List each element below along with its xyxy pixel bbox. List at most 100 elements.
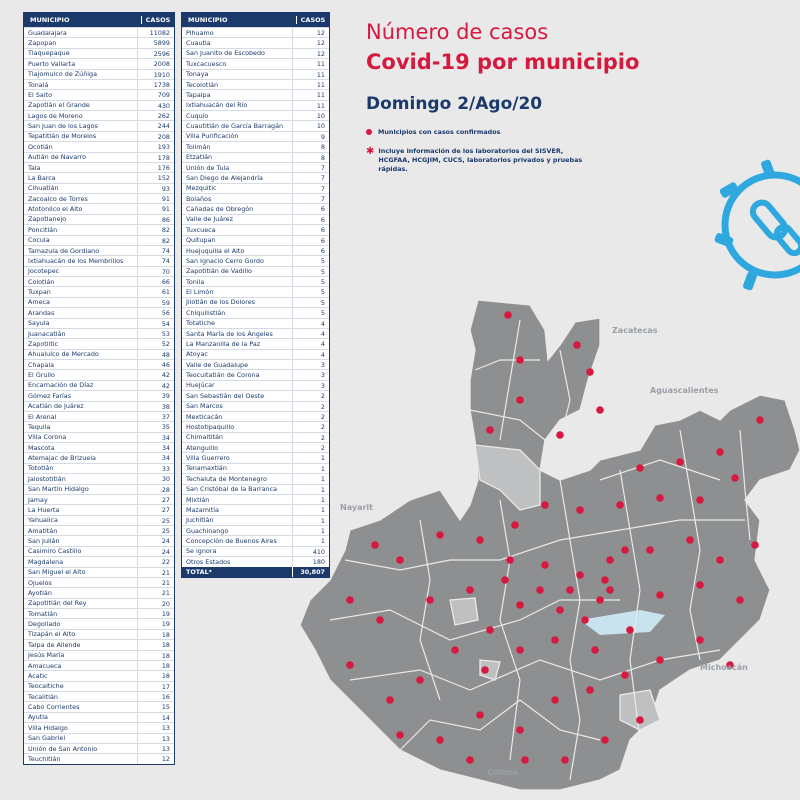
map-enclaves: [449, 444, 661, 731]
case-dot: [586, 686, 594, 694]
municipio-name: Teuchitlán: [28, 754, 61, 763]
table-row: Mazamitla 1: [182, 504, 329, 515]
municipio-name: San Marcos: [186, 402, 223, 411]
municipio-name: Ocotlán: [28, 142, 53, 151]
case-count: 5: [292, 287, 329, 297]
table-row: Huejúcar 3: [182, 379, 329, 391]
municipio-name: Mazamitla: [186, 505, 219, 514]
case-dot: [486, 626, 494, 634]
case-count: 70: [137, 266, 174, 276]
case-count: 3: [292, 360, 329, 370]
municipio-name: Jilotlán de los Dolores: [186, 298, 255, 307]
municipio-name: Villa Hidalgo: [28, 723, 68, 732]
case-count: 12: [292, 28, 329, 38]
case-count: 709: [137, 90, 174, 100]
table-row: Se ignora 410: [182, 545, 329, 557]
case-count: 19: [137, 609, 174, 619]
municipio-name: Ameca: [28, 298, 50, 307]
municipio-name: Arandas: [28, 308, 55, 317]
table-row: Gómez Farías 39: [24, 390, 174, 401]
case-dot: [466, 586, 474, 594]
case-dot: [656, 494, 664, 502]
case-count: 1: [292, 463, 329, 474]
case-count: 42: [137, 380, 174, 391]
table-row: San Sebastián del Oeste 2: [182, 390, 329, 401]
municipio-name: Zapotlán el Grande: [28, 101, 90, 110]
case-count: 30: [137, 474, 174, 484]
case-dot: [511, 521, 519, 529]
case-count: 5899: [137, 38, 174, 48]
table-row: Etzatlán 8: [182, 151, 329, 162]
case-count: 21: [137, 567, 174, 577]
case-dot: [506, 556, 514, 564]
municipio-name: Juchitlán: [186, 516, 214, 525]
table-row: Zapotiltic 52: [24, 338, 174, 349]
municipio-name: Unión de Tula: [186, 163, 230, 172]
municipio-name: Se ignora: [186, 547, 217, 556]
case-count: 5: [292, 256, 329, 266]
table-row: Guadalajara 11082: [24, 27, 174, 38]
case-count: 208: [137, 131, 174, 142]
municipio-name: San Miguel el Alto: [28, 568, 86, 577]
municipio-name: Tomatlán: [28, 609, 58, 618]
table-row: Valle de Guadalupe 3: [182, 359, 329, 370]
municipio-name: Zapotlanejo: [28, 215, 67, 224]
table-row: Cuautla 12: [182, 37, 329, 48]
table-row: Guachinango 1: [182, 525, 329, 536]
page-title: Número de casos: [366, 20, 549, 44]
municipio-name: Encarnación de Díaz: [28, 381, 94, 390]
municipio-name: Atoyac: [186, 350, 208, 359]
case-count: 39: [137, 391, 174, 401]
legend-dot-label: Municipios con casos confirmados: [378, 128, 501, 136]
table-row: Zapotlán el Grande 430: [24, 99, 174, 110]
case-count: 1: [292, 515, 329, 525]
municipio-name: Acatic: [28, 671, 48, 680]
case-count: 10: [292, 121, 329, 131]
municipio-name: Zacoalco de Torres: [28, 194, 88, 203]
case-dot: [656, 591, 664, 599]
municipio-name: Poncitlán: [28, 225, 58, 234]
municipio-name: Cuquío: [186, 111, 209, 120]
table-row: Pihuamo 12: [182, 27, 329, 38]
municipio-name: Tala: [28, 163, 41, 172]
municipio-name: Tequila: [28, 422, 51, 431]
table-row: Acatic 18: [24, 670, 174, 681]
table-row: Magdalena 22: [24, 556, 174, 567]
case-dot: [696, 496, 704, 504]
table-row: Talpa de Allende 18: [24, 639, 174, 650]
case-count: 13: [137, 723, 174, 733]
municipio-name: Chimaltitán: [186, 433, 223, 442]
case-dot: [566, 586, 574, 594]
case-dot: [576, 506, 584, 514]
table-header: MUNICIPIO CASOS: [182, 13, 329, 27]
municipio-name: Etzatlán: [186, 153, 213, 162]
case-count: 1: [292, 484, 329, 494]
table-row: Atenguillo 2: [182, 442, 329, 453]
table-row: Colotlán 66: [24, 276, 174, 287]
table-row: Bolaños 7: [182, 193, 329, 204]
case-count: 430: [137, 100, 174, 110]
case-count: 19: [137, 619, 174, 629]
municipio-name: Teocuitatlán de Corona: [186, 371, 260, 380]
municipio-name: Tlaquepaque: [28, 49, 70, 58]
case-count: 91: [137, 194, 174, 204]
case-count: 12: [137, 754, 174, 764]
municipio-name: Tapalpa: [186, 90, 211, 99]
municipio-name: Otros Estados: [186, 557, 231, 566]
case-dot: [551, 636, 559, 644]
case-count: 11: [292, 90, 329, 100]
case-dot: [521, 756, 529, 764]
table-row: La Huerta 27: [24, 504, 174, 515]
case-count: 5: [292, 308, 329, 318]
case-dot: [751, 541, 759, 549]
case-count: 24: [137, 536, 174, 546]
case-count: 20: [137, 598, 174, 608]
municipio-name: Ahualulco de Mercado: [28, 350, 99, 359]
case-count: 4: [292, 318, 329, 328]
municipio-name: Jamay: [28, 495, 48, 504]
municipio-name: Tonila: [186, 277, 205, 286]
municipio-name: Quitupan: [186, 236, 216, 245]
table-row: Yahualica 25: [24, 514, 174, 525]
municipio-name: Tototlán: [28, 464, 54, 473]
case-dot: [726, 661, 734, 669]
